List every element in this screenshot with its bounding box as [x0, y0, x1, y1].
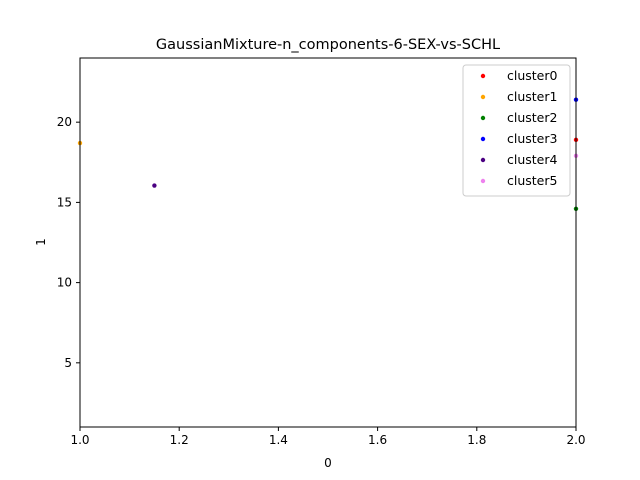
plot-frame: [79, 57, 577, 428]
legend-label: cluster3: [507, 131, 557, 146]
legend-frame: [462, 64, 571, 197]
legend: cluster0 cluster1 cluster2 cluster3 cluster4…: [462, 64, 571, 197]
x-tick-label: 1.6: [368, 433, 387, 447]
x-tick-label: 1.2: [170, 433, 189, 447]
legend-label: cluster1: [507, 89, 557, 104]
x-axis-label: 0: [324, 456, 332, 470]
y-tick-label: 10: [57, 276, 72, 290]
x-tick-label: 1.4: [269, 433, 288, 447]
y-tick-label: 15: [57, 195, 72, 209]
legend-marker-cluster0: [480, 73, 486, 79]
y-axis-ticks: 5 10 15 20: [57, 115, 80, 370]
chart-title: GaussianMixture-n_components-6-SEX-vs-SC…: [156, 37, 500, 53]
x-tick-label: 1.8: [467, 433, 486, 447]
legend-label: cluster5: [507, 173, 557, 188]
legend-label: cluster2: [507, 110, 557, 125]
y-tick-label: 5: [64, 356, 72, 370]
y-tick-label: 20: [57, 115, 72, 129]
legend-label: cluster4: [507, 152, 558, 167]
legend-marker-cluster3: [480, 136, 486, 142]
legend-label: cluster0: [507, 68, 558, 83]
x-axis-ticks: 1.0 1.2 1.4 1.6 1.8 2.0: [70, 427, 586, 447]
x-tick-label: 2.0: [566, 433, 585, 447]
y-axis-label: 1: [34, 238, 48, 246]
x-tick-label: 1.0: [70, 433, 89, 447]
data-point-cluster4: [152, 183, 157, 188]
legend-marker-cluster4: [480, 157, 486, 163]
legend-marker-cluster5: [480, 178, 486, 184]
legend-marker-cluster2: [480, 115, 486, 121]
legend-marker-cluster1: [480, 94, 486, 100]
